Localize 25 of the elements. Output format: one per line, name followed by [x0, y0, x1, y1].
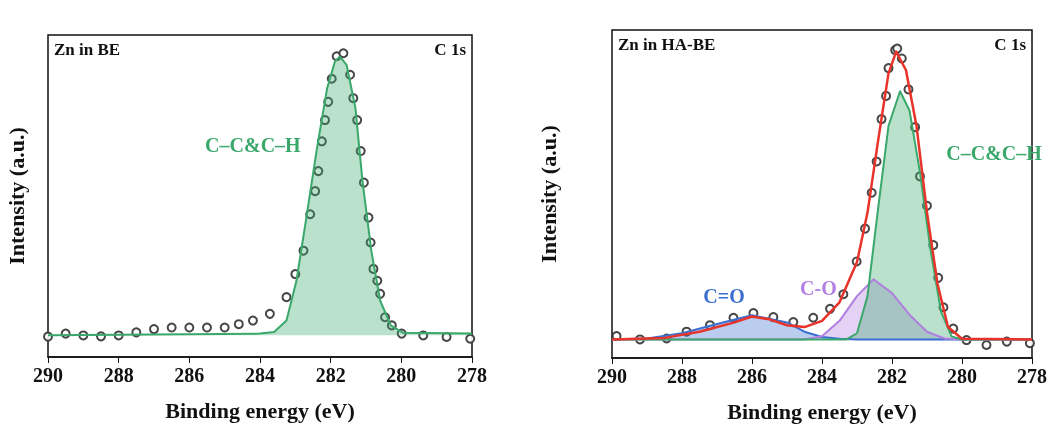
- x-tick-label: 290: [597, 365, 627, 387]
- annotation: C 1s: [434, 40, 467, 59]
- x-tick-label: 278: [457, 364, 487, 386]
- series-label: C-O: [800, 277, 837, 300]
- x-tick-label: 284: [245, 364, 275, 386]
- x-tick-label: 280: [386, 364, 417, 386]
- x-tick-label: 282: [315, 364, 346, 386]
- x-tick-label: 288: [667, 365, 697, 387]
- annotation: C 1s: [994, 35, 1027, 54]
- x-axis-title: Binding energy (eV): [165, 397, 355, 423]
- x-tick-label: 280: [947, 365, 977, 387]
- y-axis-title: Intensity (a.u.): [3, 127, 29, 265]
- x-tick-label: 286: [174, 364, 205, 386]
- x-axis-title: Binding energy (eV): [727, 398, 917, 424]
- chart-title: Zn in BE: [54, 40, 121, 59]
- x-tick-label: 282: [877, 365, 907, 387]
- x-tick-label: 284: [807, 365, 837, 387]
- chart-title: Zn in HA-BE: [618, 35, 716, 54]
- x-tick-label: 288: [103, 364, 134, 386]
- series-label: C–C&C–H: [205, 133, 302, 156]
- y-axis-title: Intensity (a.u.): [535, 125, 561, 263]
- series-label: C=O: [703, 285, 745, 308]
- x-tick-label: 278: [1017, 365, 1047, 387]
- x-tick-label: 290: [33, 364, 63, 386]
- x-tick-label: 286: [737, 365, 767, 387]
